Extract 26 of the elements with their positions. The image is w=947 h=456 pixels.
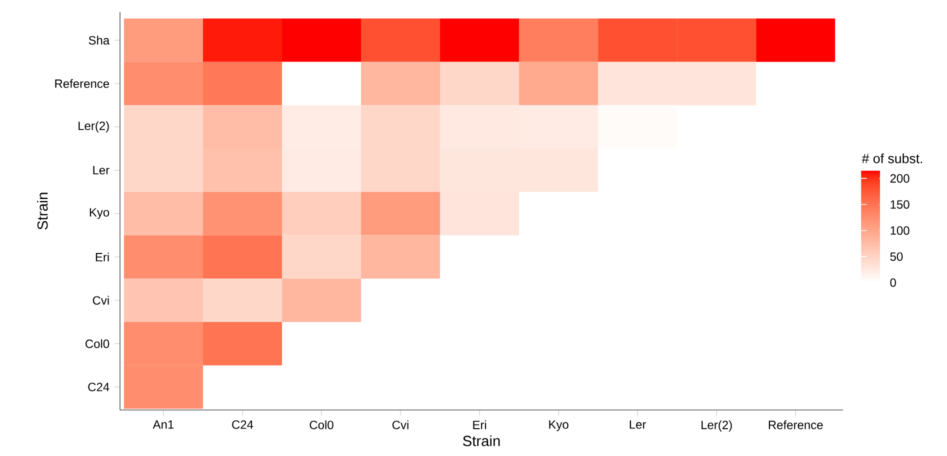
x-axis-title: Strain [463,435,500,446]
y-tick-label: Cvi [92,296,109,305]
x-tick-label: An1 [152,420,174,429]
y-axis-title: Strain [36,192,48,230]
color-bar-label: 50 [890,252,903,261]
y-tick-label: Ler [93,166,110,174]
x-tick-label: Ler(2) [702,420,732,432]
color-bar-title: # of subst. [862,153,922,164]
color-bar-label: 100 [890,226,910,235]
y-tick-label: C24 [88,382,110,392]
x-tick-label: Eri [473,420,486,430]
color-bar-label: 150 [890,200,910,209]
y-tick-label: Reference [55,79,110,88]
color-bar-label: 200 [890,174,910,183]
x-tick-label: Reference [768,420,823,430]
color-bar-label: 0 [890,278,896,287]
x-tick-label: Ler [630,420,646,429]
x-tick-label: Col0 [310,420,334,430]
y-tick-label: Ler(2) [78,121,109,132]
y-tick-label: Sha [88,36,110,45]
y-tick-label: Col0 [86,339,110,348]
y-tick-label: Eri [96,252,109,262]
x-tick-label: C24 [232,420,254,429]
y-tick-label: Kyo [90,208,110,219]
x-tick-label: Cvi [392,420,408,430]
x-tick-label: Kyo [549,420,568,432]
